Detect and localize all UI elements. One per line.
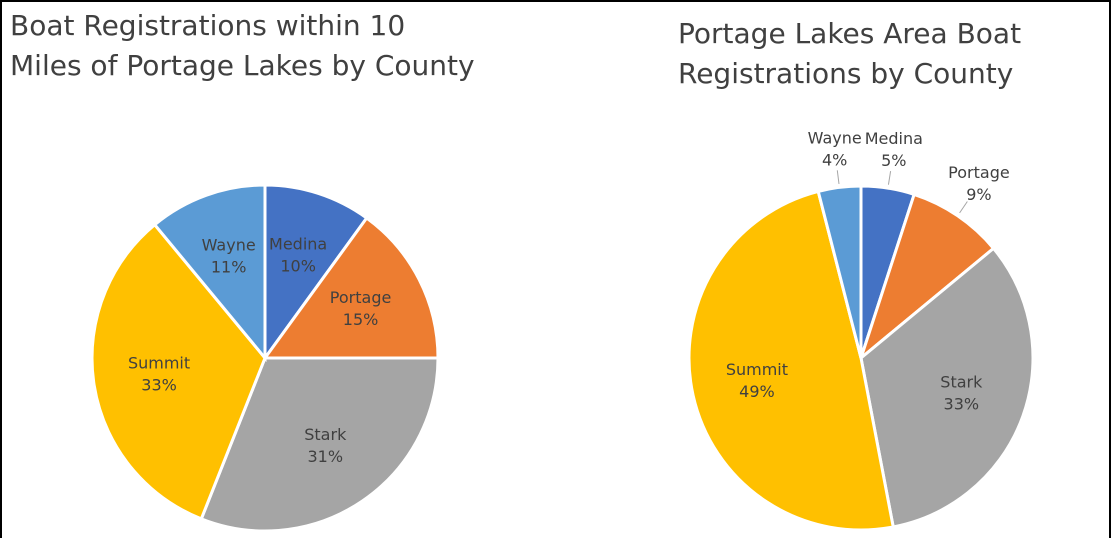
pie-slice (199, 356, 440, 533)
leader-line (959, 201, 968, 214)
pie-slice (152, 183, 267, 363)
slice-label-value: 33% (141, 375, 177, 394)
slice-label-name: Stark (304, 425, 347, 444)
slice-label-value: 33% (944, 395, 980, 414)
pie-slice (263, 183, 369, 363)
pie-slice (262, 215, 440, 360)
slice-label-value: 10% (280, 256, 316, 275)
slice-label-value: 9% (966, 185, 991, 204)
chart-title: Portage Lakes Area Boat Registrations by… (678, 17, 1022, 90)
leader-line (887, 171, 892, 185)
slice-label-name: Wayne (808, 128, 862, 147)
slice-label-value: 49% (739, 382, 775, 401)
pie-slice (90, 222, 267, 521)
slice-label-value: 15% (343, 310, 379, 329)
slice-label-value: 5% (881, 151, 906, 170)
pie-slice (816, 184, 863, 359)
slice-label-name: Portage (330, 288, 392, 307)
leader-line (836, 170, 840, 185)
slice-label-name: Stark (940, 373, 983, 392)
slice-label-value: 11% (211, 258, 247, 277)
slice-label-value: 31% (308, 447, 344, 466)
slice-label-name: Medina (269, 234, 327, 253)
slice-label-name: Portage (948, 163, 1010, 182)
pie-slice (687, 189, 895, 532)
pie-slice (857, 192, 996, 363)
slice-label-name: Medina (865, 129, 923, 148)
slice-label-value: 4% (822, 150, 847, 169)
slice-label-name: Wayne (202, 236, 256, 255)
chart-title: Boat Registrations within 10 Miles of Po… (10, 9, 475, 82)
slice-label-name: Summit (128, 353, 190, 372)
pie-slice (859, 246, 1035, 529)
slice-label-name: Summit (726, 360, 788, 379)
